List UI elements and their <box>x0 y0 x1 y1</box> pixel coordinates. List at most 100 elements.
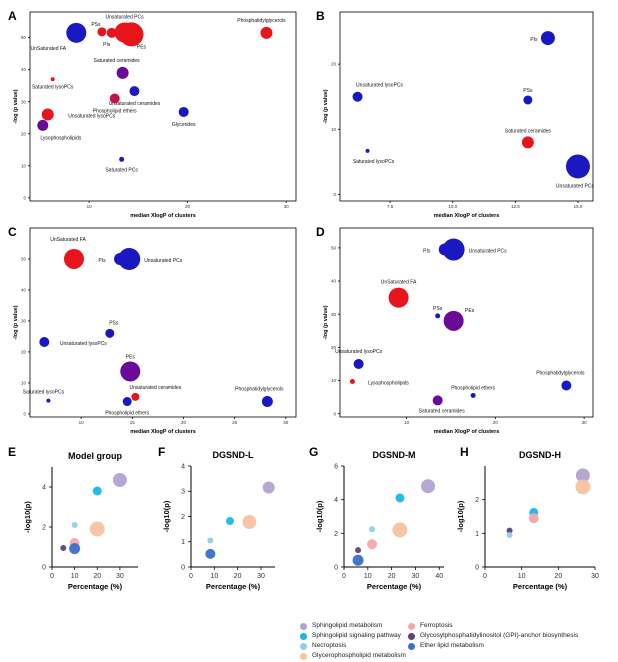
point-ether-lipid-metabolism <box>69 543 81 555</box>
y-axis-label: -log (p value) <box>323 89 329 123</box>
point-label: Phospholipid ethers <box>451 385 495 391</box>
point-unsaturated-pcs <box>118 247 141 270</box>
y-tick-label: 0 <box>181 564 185 571</box>
legend-swatch <box>408 642 415 650</box>
x-tick-label: 0 <box>189 573 193 580</box>
legend-swatch <box>300 652 307 660</box>
point-glycosylphosphatidylinositol-gpi-anchor-biosynthesis <box>506 527 513 534</box>
y-tick-label: 50 <box>21 257 27 262</box>
x-tick-label: 30 <box>591 573 599 580</box>
y-tick-label: 20 <box>21 350 27 355</box>
plot-frame <box>339 11 594 202</box>
point-ferroptosis <box>367 539 378 550</box>
y-tick-label: 1 <box>475 531 479 538</box>
panel-letter: A <box>8 9 17 23</box>
point-label: PSs <box>523 88 533 94</box>
x-tick-label: 30 <box>257 573 265 580</box>
point-phospholipid-ethers <box>109 93 120 104</box>
y-axis-label: -log10(p) <box>456 500 465 532</box>
y-tick-label: 20 <box>331 62 337 67</box>
point-glycerides <box>178 106 189 117</box>
x-tick-label: 10 <box>79 420 85 425</box>
x-tick-label: 0 <box>483 573 487 580</box>
point-label: Saturated ceramides <box>94 58 141 64</box>
y-tick-label: 0 <box>333 411 336 416</box>
y-tick-label: 10 <box>331 127 337 132</box>
y-tick-label: 30 <box>21 99 27 104</box>
point-label: Saturated lysoPCs <box>23 390 65 396</box>
x-axis-label: median XlogP of clusters <box>130 429 196 435</box>
legend-swatch <box>300 632 307 640</box>
x-axis-label: Percentage (%) <box>367 582 422 591</box>
point-saturated-ceramides <box>116 66 129 79</box>
point-label: Unsaturated PCs <box>469 249 508 255</box>
point-lysophospholipids <box>349 379 355 385</box>
point-necroptosis <box>71 522 78 528</box>
legend-label: Glycerophospholipid metabolism <box>312 652 406 659</box>
y-tick-label: 20 <box>21 131 27 136</box>
panel-f: F DGSND-L 0 10 20 30 0 1 2 3 4 Percentage (%) -log10… <box>158 445 275 591</box>
x-tick-label: 10.0 <box>448 204 457 209</box>
legend-item-ether-lipid-metabolism: Ether lipid metabolism <box>408 642 578 652</box>
point-glycosylphosphatidylinositol-gpi-anchor-biosynthesis <box>355 547 362 554</box>
point-saturated-lysopcs <box>365 148 370 153</box>
point-phospholipid-ethers <box>122 397 132 407</box>
panel-letter: G <box>309 445 318 459</box>
point-glycerophospholipid-metabolism <box>575 479 591 495</box>
point-label: Saturated ceramides <box>419 408 466 414</box>
point-unsaturated-fa <box>66 22 87 43</box>
panel-h: H DGSND-H 0 10 20 30 0 1 2 Percentage (%) -log10(p… <box>456 445 599 591</box>
panel-d: D 10 20 30 0 10 20 30 40 50 median XlogP of cluste… <box>316 225 594 435</box>
point-unsaturated-ceramides <box>129 86 140 97</box>
point-unsaturated-lysopcs <box>353 358 364 369</box>
point-unsaturated-lysopcs <box>41 108 54 121</box>
point-label: Saturated lysoPCs <box>353 159 395 165</box>
legend-label: Necroptosis <box>312 642 347 649</box>
legend-swatch <box>300 642 307 650</box>
point-label: PIs <box>103 42 111 48</box>
y-tick-label: 10 <box>21 380 27 385</box>
point-label: Unsaturated ceramides <box>109 101 161 107</box>
panel-letter: C <box>8 225 17 239</box>
legend-item-ferroptosis: Ferroptosis <box>408 622 578 632</box>
point-necroptosis <box>369 526 376 533</box>
panel-letter: D <box>316 225 325 239</box>
point-unsaturated-pcs <box>442 238 465 261</box>
x-tick-label: 30 <box>116 573 124 580</box>
y-tick-label: 3 <box>181 489 185 496</box>
panel-title: DGSND-L <box>213 450 254 460</box>
point-pes <box>120 361 141 382</box>
x-tick-label: 10 <box>71 573 79 580</box>
point-pss <box>523 95 533 105</box>
x-tick-label: 40 <box>435 573 443 580</box>
point-label: PEs <box>126 354 136 360</box>
x-tick-label: 10 <box>87 204 93 209</box>
point-label: Phospholipid ethers <box>93 108 137 114</box>
x-axis-label: Percentage (%) <box>513 582 568 591</box>
y-axis-label: -log (p value) <box>323 305 329 339</box>
y-tick-label: 0 <box>23 195 26 200</box>
panel-letter: E <box>8 445 16 459</box>
legend-label: Ether lipid metabolism <box>420 642 484 649</box>
point-sphingolipid-metabolism <box>262 481 275 494</box>
legend-item-glycosylphosphatidylinositol-gpi-anchor-biosynthesis: Glycosylphosphatidylinositol (GPI)-ancho… <box>408 632 578 642</box>
point-pes <box>443 310 464 331</box>
legend-label: Sphingolipid metabolism <box>312 622 383 629</box>
point-label: Saturated PCs <box>105 167 138 173</box>
legend-label: Sphingolipid signaling pathway <box>312 632 401 639</box>
point-sphingolipid-metabolism <box>421 479 436 494</box>
y-tick-label: 2 <box>42 524 46 531</box>
y-tick-label: 0 <box>475 564 479 571</box>
point-label: Glycerides <box>172 122 196 128</box>
y-tick-label: 30 <box>21 319 27 324</box>
x-axis-label: median XlogP of clusters <box>434 429 500 435</box>
y-tick-label: 2 <box>475 497 479 504</box>
y-tick-label: 1 <box>181 539 185 546</box>
panel-e: E Model group 0 10 20 30 0 2 4 Percentage (%) -log… <box>8 445 138 591</box>
point-ether-lipid-metabolism <box>352 554 364 566</box>
point-label: Phosphatidylglycerols <box>536 371 585 377</box>
x-tick-label: 0 <box>342 573 346 580</box>
plot-frame <box>29 11 297 202</box>
point-label: Unsaturated PCs <box>106 15 145 21</box>
